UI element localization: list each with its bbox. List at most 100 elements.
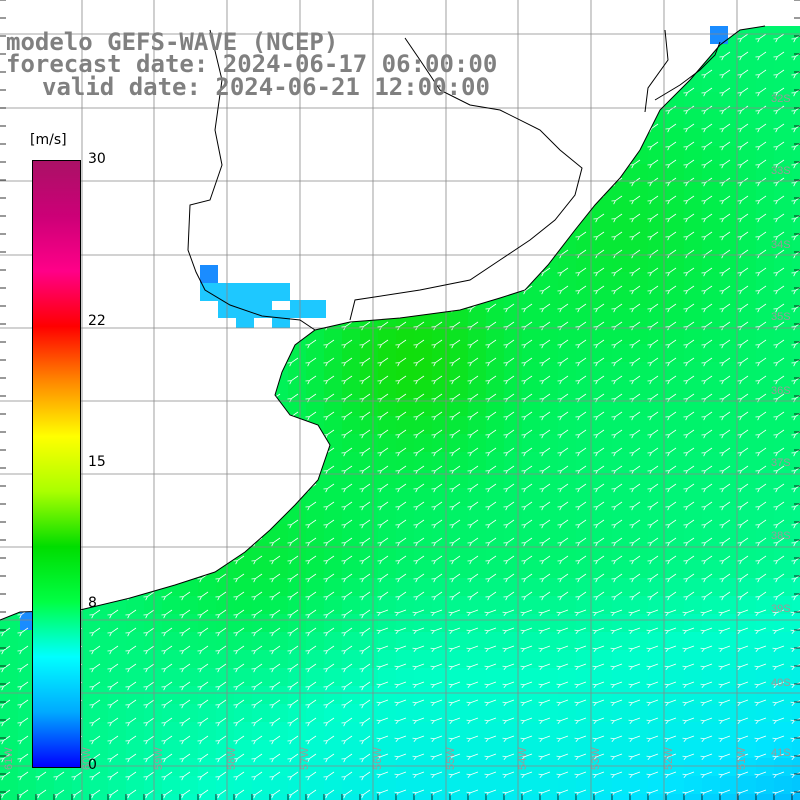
speed-cell [126, 344, 145, 363]
wind-arrow [665, 267, 677, 277]
wind-arrow [701, 159, 713, 169]
speed-cell [290, 300, 308, 318]
speed-cell [702, 380, 721, 399]
wind-arrow [629, 465, 641, 475]
speed-cell [630, 632, 649, 651]
speed-cell [378, 794, 397, 800]
wind-arrow [683, 429, 695, 439]
wind-arrow [701, 465, 713, 475]
speed-cell [792, 416, 800, 435]
wind-arrow [773, 303, 785, 313]
wind-arrow [682, 699, 695, 707]
speed-cell [756, 668, 775, 687]
speed-cell [486, 326, 505, 345]
wind-arrow [233, 429, 245, 439]
wind-arrow [449, 411, 461, 421]
wind-arrow [161, 465, 173, 475]
speed-cell [342, 182, 361, 201]
wind-arrow [628, 627, 641, 635]
wind-arrow [593, 213, 605, 223]
wind-arrow [755, 591, 767, 601]
speed-cell [324, 218, 343, 237]
speed-cell [576, 614, 595, 633]
wind-arrow [575, 195, 587, 205]
speed-cell [108, 254, 127, 273]
speed-cell [774, 254, 793, 273]
speed-cell [252, 614, 271, 633]
speed-cell [126, 668, 145, 687]
speed-cell [198, 506, 217, 525]
speed-cell [468, 398, 487, 417]
wind-arrow [665, 555, 677, 565]
speed-cell [450, 758, 469, 777]
speed-cell [90, 488, 109, 507]
wind-arrow [431, 519, 443, 529]
wind-arrow [395, 267, 407, 277]
speed-cell [666, 56, 685, 75]
wind-arrow [89, 177, 101, 187]
speed-cell [18, 632, 37, 651]
wind-arrow [395, 195, 407, 205]
speed-cell [198, 524, 217, 543]
wind-arrow [575, 87, 587, 97]
wind-arrow [647, 519, 659, 529]
speed-cell [684, 164, 703, 183]
speed-cell [342, 218, 361, 237]
wind-arrow [125, 375, 137, 385]
speed-cell [36, 794, 55, 800]
speed-cell [252, 344, 271, 363]
wind-arrow [773, 33, 785, 43]
speed-cell [396, 632, 415, 651]
wind-arrow [683, 51, 695, 61]
speed-cell [396, 272, 415, 291]
speed-cell [612, 272, 631, 291]
speed-cell [594, 56, 613, 75]
wind-arrow [0, 681, 11, 691]
speed-cell [738, 56, 757, 75]
wind-arrow [305, 159, 317, 169]
model-title: modelo GEFS-WAVE (NCEP) [6, 28, 339, 56]
speed-cell [738, 92, 757, 111]
speed-cell [234, 776, 253, 795]
speed-cell [648, 416, 667, 435]
colorbar [32, 160, 81, 768]
wind-arrow [89, 267, 101, 277]
wind-arrow [719, 429, 731, 439]
speed-cell [612, 524, 631, 543]
speed-cell [738, 434, 757, 453]
speed-cell [378, 182, 397, 201]
speed-cell [576, 632, 595, 651]
wind-arrow [719, 267, 731, 277]
speed-cell [710, 26, 728, 44]
speed-cell [126, 236, 145, 255]
wind-arrow [125, 699, 137, 709]
wind-arrow [394, 645, 407, 653]
wind-arrow [629, 159, 641, 169]
speed-cell [450, 218, 469, 237]
speed-cell [756, 182, 775, 201]
speed-cell [342, 452, 361, 471]
wind-arrow [467, 213, 479, 223]
speed-cell [414, 434, 433, 453]
wind-arrow [305, 447, 317, 457]
speed-cell [378, 398, 397, 417]
speed-cell [234, 416, 253, 435]
wind-arrow [197, 519, 209, 529]
speed-cell [270, 344, 289, 363]
speed-cell [738, 110, 757, 129]
speed-cell [308, 300, 326, 318]
wind-arrow [394, 717, 407, 725]
speed-cell [486, 650, 505, 669]
speed-cell [288, 668, 307, 687]
wind-arrow [359, 447, 371, 457]
wind-arrow [683, 303, 695, 313]
wind-arrow [89, 285, 101, 295]
wind-arrow [755, 375, 767, 385]
speed-cell [360, 362, 379, 381]
wind-arrow [449, 123, 461, 133]
wind-arrow [647, 591, 659, 601]
speed-cell [342, 722, 361, 741]
speed-cell [450, 722, 469, 741]
wind-arrow [377, 447, 389, 457]
wind-arrow [611, 141, 623, 151]
